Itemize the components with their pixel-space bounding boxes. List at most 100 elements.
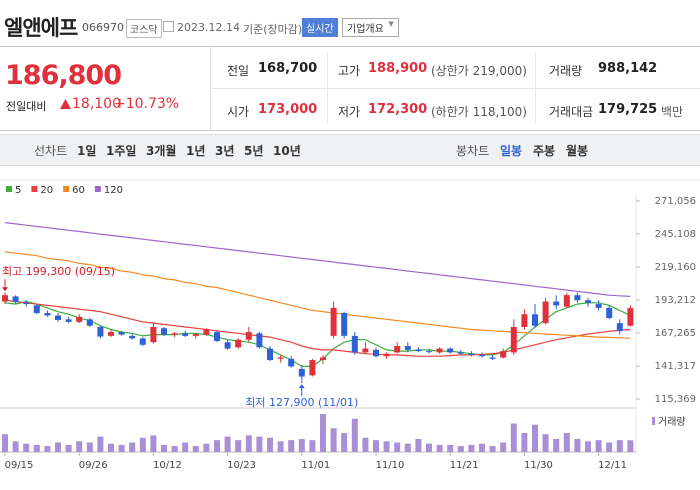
legend-swatch <box>94 186 101 192</box>
tab[interactable]: 1일 <box>77 144 97 158</box>
candle-body <box>330 307 337 336</box>
ma-line <box>4 222 631 297</box>
candle-body <box>139 338 146 345</box>
calendar-icon <box>163 21 174 32</box>
volume-bar <box>489 446 496 452</box>
volume-bar <box>298 438 305 452</box>
volume-bar <box>108 443 114 452</box>
basis: 기준(장마감) <box>243 23 303 36</box>
candle-body <box>574 295 581 301</box>
volume-bar <box>129 442 136 452</box>
divider <box>535 52 536 124</box>
candle-body <box>436 348 443 353</box>
volume-bar <box>256 436 263 452</box>
candle-body <box>479 354 485 357</box>
x-tick-label: 09/15 <box>5 460 34 471</box>
volume-bar <box>33 444 40 452</box>
change-label: 전일대비 <box>6 100 47 113</box>
volume-bar <box>245 435 252 452</box>
candle-body <box>510 326 517 353</box>
candle-body <box>86 319 93 326</box>
candle-body <box>394 346 401 353</box>
candle-body <box>309 360 316 376</box>
volume-bar <box>76 441 83 452</box>
divider <box>210 46 211 130</box>
tab[interactable]: 월봉 <box>566 144 589 158</box>
x-tick-label: 11/10 <box>376 460 405 471</box>
candle-body <box>542 301 549 324</box>
up-triangle <box>60 99 71 109</box>
candle-body <box>521 314 528 327</box>
volume-bar <box>235 440 242 452</box>
change: 18,100 <box>72 96 121 112</box>
volume-bar <box>595 440 602 452</box>
stock-code: 066970 <box>82 21 124 34</box>
candle-body <box>214 332 220 341</box>
legend-swatch <box>6 186 12 192</box>
volume-label: 거래량 <box>658 416 686 428</box>
tab[interactable]: 3개월 <box>146 144 177 158</box>
x-tick-label: 10/23 <box>227 460 256 471</box>
quote-label: 시가 <box>227 105 250 119</box>
candle-body <box>192 333 199 336</box>
quote-label: 거래대금 <box>549 105 594 119</box>
volume-bar <box>150 435 157 452</box>
tab[interactable]: 1년 <box>186 144 206 158</box>
volume-bar <box>267 437 273 452</box>
quote-value: 988,142 <box>598 61 658 76</box>
tab[interactable]: 1주일 <box>106 144 137 158</box>
realtime-button[interactable]: 실시간 <box>302 18 338 37</box>
candle-body <box>532 314 538 326</box>
quote-label: 고가 <box>338 64 361 78</box>
candle-body <box>129 335 136 339</box>
change-pct: +10.73% <box>114 96 180 112</box>
legend-label: 60 <box>72 185 85 196</box>
candle-body <box>298 368 305 377</box>
volume-bar <box>468 444 475 452</box>
tab[interactable]: 5년 <box>244 144 264 158</box>
candle-body <box>563 295 570 307</box>
tab-bar <box>0 134 700 166</box>
y-tick-label: 245,108 <box>655 229 696 240</box>
quote-extra: 백만 <box>661 105 684 119</box>
tab[interactable]: 일봉 <box>500 144 523 158</box>
candle-body <box>12 296 19 303</box>
volume-bar <box>532 424 538 452</box>
volume-bar <box>23 443 30 452</box>
volume-bar <box>351 418 358 452</box>
candle-body <box>585 300 591 303</box>
candle-body <box>447 348 454 353</box>
candle-body <box>245 332 252 340</box>
candle-body <box>320 357 326 361</box>
volume-bar <box>574 438 581 452</box>
volume-bar <box>447 444 454 452</box>
candle-body <box>65 319 72 322</box>
candle-body <box>235 339 242 348</box>
tab-label: 선차트 <box>34 144 68 158</box>
tab[interactable]: 3년 <box>215 144 235 158</box>
volume-bar <box>436 444 443 452</box>
x-tick-label: 11/30 <box>524 460 553 471</box>
volume-bar <box>97 436 104 452</box>
y-tick-label: 271,056 <box>655 196 696 207</box>
candle-body <box>171 333 178 335</box>
divider <box>0 130 700 131</box>
quote-extra: (하한가 118,100) <box>431 105 527 119</box>
annotation: 최고 199,300 (09/15) <box>2 265 115 278</box>
volume-bar <box>192 446 199 452</box>
candle-body <box>468 353 475 355</box>
volume-swatch <box>652 417 655 425</box>
volume-bar <box>288 440 295 452</box>
volume-bar <box>394 442 401 452</box>
tab[interactable]: 10년 <box>273 144 301 158</box>
quote-value: 179,725 <box>598 102 658 117</box>
tab[interactable]: 주봉 <box>533 144 556 158</box>
overview-button[interactable]: 기업개요 ▼ <box>342 18 399 37</box>
volume-bar <box>457 446 464 452</box>
ma-line <box>4 251 631 339</box>
volume-bar <box>606 442 613 452</box>
volume-bar <box>214 440 220 452</box>
volume-bar <box>65 444 72 452</box>
quote-value: 172,300 <box>368 102 428 117</box>
volume-bar <box>415 438 422 452</box>
